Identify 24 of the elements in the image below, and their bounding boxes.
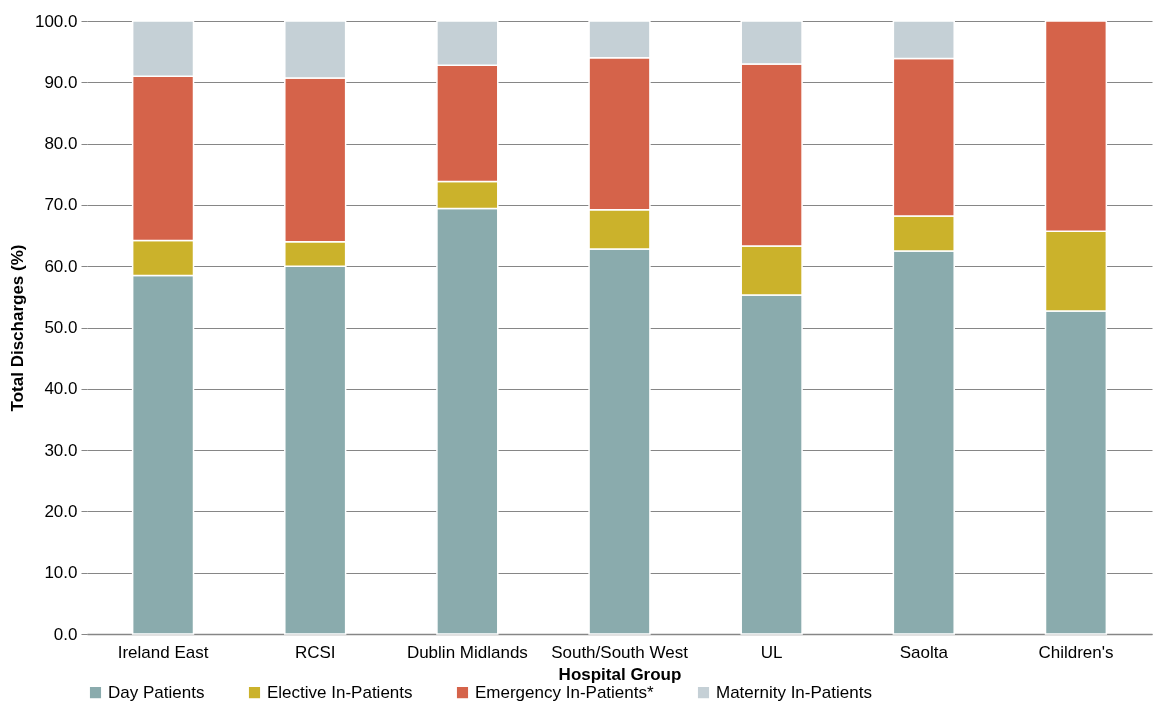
y-tick-label: 50.0 [44,318,78,337]
x-tick-label: South/South West [551,642,689,662]
y-tick-label: 10.0 [44,563,78,583]
y-tick-label: 80.0 [44,134,78,154]
legend-label: Elective In-Patients [267,682,413,702]
x-axis-title: Hospital Group [558,664,682,684]
legend-label: Emergency In-Patients* [475,682,654,702]
x-tick-label: Saolta [899,642,949,662]
y-tick-label: 100.0 [34,11,78,31]
x-tick-label: UL [760,642,783,662]
legend-label: Maternity In-Patients [716,682,872,702]
x-tick-label: Ireland East [117,642,209,662]
y-tick-label: 40.0 [44,379,78,399]
x-tick-label: RCSI [294,642,336,662]
y-tick-label: 70.0 [44,195,78,215]
x-tick-label: Children's [1038,642,1114,662]
y-axis-title: Total Discharges (%) [7,244,27,412]
y-tick-label: 20.0 [44,501,78,521]
y-tick-label: 0.0 [53,624,78,644]
y-tick-label: 90.0 [44,72,78,92]
y-tick-label: 30.0 [44,440,78,460]
legend-label: Day Patients [108,682,205,702]
x-tick-label: Dublin Midlands [406,642,528,662]
y-tick-label: 60.0 [44,256,78,276]
